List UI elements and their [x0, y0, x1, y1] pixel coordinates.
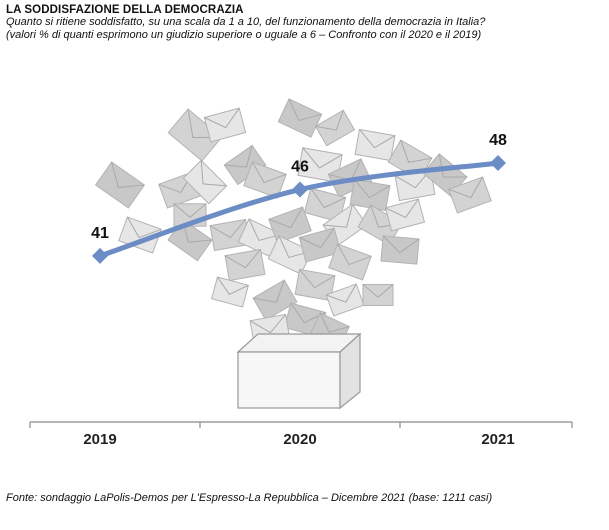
envelope-icon	[203, 107, 247, 143]
x-axis: 2019 2020 2021	[29, 421, 573, 448]
data-point-marker	[92, 247, 108, 264]
chart-header: LA SODDISFAZIONE DELLA DEMOCRAZIA Quanto…	[6, 4, 604, 42]
chart-title: LA SODDISFAZIONE DELLA DEMOCRAZIA	[6, 4, 244, 16]
envelope-icon	[314, 109, 356, 147]
envelope-icon	[268, 206, 312, 244]
envelope-icon	[354, 128, 396, 162]
envelope-icon	[380, 235, 420, 265]
envelope-icon	[303, 187, 347, 223]
source-note: Fonte: sondaggio LaPolis-Demos per L'Esp…	[6, 492, 493, 504]
envelope-icon	[94, 161, 146, 209]
envelope-icon	[448, 176, 492, 214]
envelope-icon	[362, 284, 394, 306]
ballot-box-illustration	[94, 98, 492, 410]
envelope-icon	[224, 248, 266, 282]
envelope-icon	[211, 276, 249, 308]
chart-subtitle: Quanto si ritiene soddisfatto, su una sc…	[6, 16, 486, 28]
envelope-icon	[298, 227, 342, 263]
data-point-marker	[490, 154, 506, 171]
data-labels-layer: 41 46 48	[91, 132, 507, 242]
envelope-icon	[252, 279, 298, 321]
envelope-icon	[384, 198, 426, 232]
envelope-icon	[243, 161, 287, 199]
x-tick-label: 2019	[83, 431, 116, 448]
data-point-marker	[292, 181, 308, 198]
envelope-icon	[277, 98, 323, 138]
data-label: 48	[489, 132, 507, 149]
envelope-icon	[294, 268, 336, 302]
series-layer	[92, 154, 506, 264]
envelope-icon	[182, 159, 228, 205]
data-label: 46	[291, 159, 309, 176]
envelope-icon	[267, 235, 313, 275]
ballot-box-icon	[236, 332, 362, 410]
chart-note: (valori % di quanti esprimono un giudizi…	[6, 29, 482, 41]
envelope-icon	[325, 283, 365, 317]
x-tick-label: 2021	[481, 431, 514, 448]
envelope-icon	[328, 243, 372, 281]
data-label: 41	[91, 225, 109, 242]
x-tick-label: 2020	[283, 431, 316, 448]
envelope-icon	[349, 178, 391, 212]
